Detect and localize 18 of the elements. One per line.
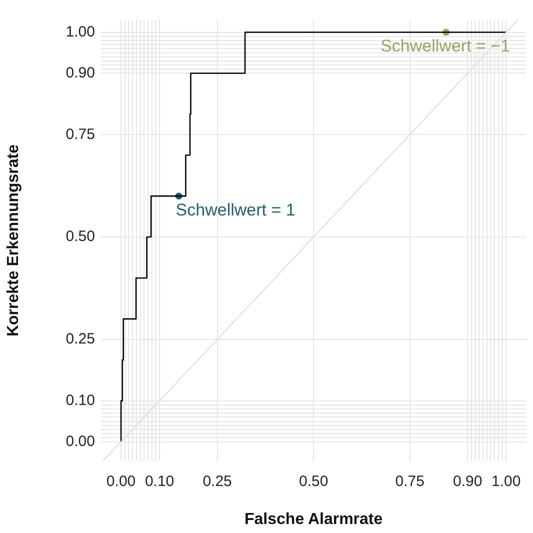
annotation: Schwellwert = 1 bbox=[176, 200, 296, 220]
x-tick-label: 0.75 bbox=[395, 473, 424, 490]
y-axis-title: Korrekte Erkennungsrate bbox=[5, 144, 22, 337]
y-tick-label: 0.90 bbox=[66, 64, 95, 82]
y-tick-label: 0.50 bbox=[66, 228, 95, 246]
y-tick-label: 0.10 bbox=[66, 392, 95, 409]
y-tick-label: 0.75 bbox=[66, 126, 95, 143]
x-tick-label: 1.00 bbox=[492, 473, 521, 490]
x-axis-title: Falsche Alarmrate bbox=[244, 510, 383, 528]
y-tick-label: 0.00 bbox=[66, 432, 95, 450]
x-tick-label: 0.00 bbox=[106, 473, 136, 490]
y-tick-label: 0.25 bbox=[66, 330, 95, 348]
x-tick-label: 0.10 bbox=[144, 473, 174, 490]
x-tick-label: 0.90 bbox=[453, 473, 482, 490]
x-tick-label: 0.25 bbox=[202, 473, 232, 490]
x-tick-label: 0.50 bbox=[298, 473, 328, 490]
annotation: Schwellwert = −1 bbox=[380, 36, 510, 56]
y-tick-label: 1.00 bbox=[66, 23, 95, 40]
